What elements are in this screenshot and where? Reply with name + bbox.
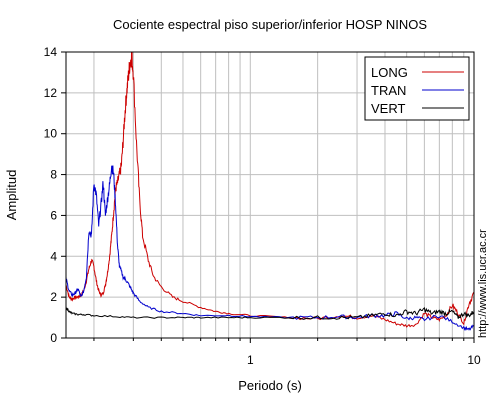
- plot-frame: [65, 51, 475, 339]
- y-tick-label: 0: [50, 331, 57, 345]
- y-tick-label: 2: [50, 290, 57, 304]
- legend-box: [364, 56, 470, 121]
- y-tick-label: 4: [50, 249, 57, 263]
- x-tick-label: 1: [247, 353, 254, 367]
- series-line-tran: [65, 165, 475, 332]
- x-tick-label: 10: [467, 353, 481, 367]
- legend-label-tran: TRAN: [371, 83, 406, 98]
- y-tick-label: 12: [44, 86, 58, 100]
- series-line-vert: [65, 306, 475, 320]
- legend-label-long: LONG: [371, 65, 408, 80]
- y-axis-label: Amplitud: [4, 170, 19, 221]
- y-tick-label: 10: [44, 127, 58, 141]
- axis-ticks: 0 2 4 6 8 10 12 14 1 10: [44, 45, 481, 367]
- y-tick-label: 14: [44, 45, 58, 59]
- watermark-url: http://www.lis.ucr.ac.cr: [477, 229, 489, 338]
- y-tick-label: 6: [50, 208, 57, 222]
- series-line-long: [65, 52, 475, 328]
- y-tick-label: 8: [50, 168, 57, 182]
- legend-label-vert: VERT: [371, 101, 405, 116]
- chart-title: Cociente espectral piso superior/inferio…: [113, 17, 427, 32]
- series-lines: [65, 52, 475, 332]
- legend: LONG TRAN VERT: [364, 56, 470, 121]
- x-axis-label: Periodo (s): [238, 378, 302, 393]
